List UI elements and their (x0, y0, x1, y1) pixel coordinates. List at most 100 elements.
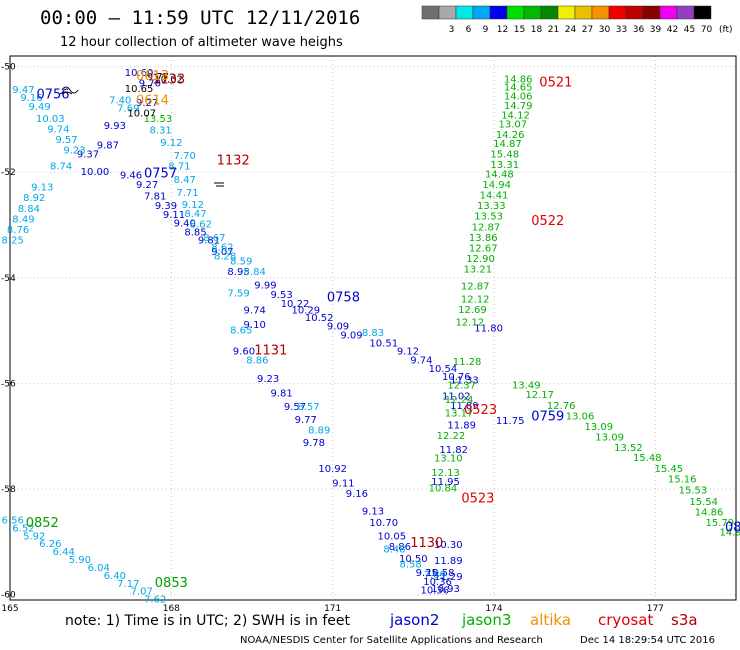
jason2-swh-value: 9.57 (284, 402, 306, 413)
legend-swatch (659, 5, 678, 20)
altika-swh-value: 5.92 (23, 531, 45, 542)
legend-swatch (642, 5, 661, 20)
plot-frame (9, 55, 737, 601)
jason2-swh-value: 9.12 (397, 346, 419, 357)
cryosat-swh-value: 10.07 (127, 109, 156, 120)
jason2-swh-value: 9.25 (416, 568, 438, 579)
jason2-swh-value: 9.10 (244, 320, 266, 331)
jason2-swh-value: 9.46 (120, 171, 142, 182)
jason3-swh-value: 13.33 (477, 201, 506, 212)
jason3-swh-value: 13.21 (464, 265, 493, 276)
time-label: 0614 (136, 94, 169, 109)
y-tick-label: -58 (1, 485, 16, 495)
jason3-swh-value: 14.06 (504, 91, 533, 102)
jason3-swh-value: 14.86 (695, 507, 724, 518)
legend-label: 15 (514, 25, 525, 35)
legend-swatch (540, 5, 559, 20)
time-label: 1130 (410, 536, 443, 551)
jason3-swh-value: 15.54 (689, 497, 718, 508)
altika-swh-value: 6.56 (2, 515, 24, 526)
legend-swatch (608, 5, 627, 20)
jason2-swh-value: 9.23 (257, 374, 279, 385)
time-label: 0523 (461, 491, 494, 506)
jason2-swh-value: 10.00 (81, 167, 110, 178)
altika-swh-value: 8.67 (203, 233, 225, 244)
time-label: 0521 (539, 76, 572, 91)
legend-swatch (693, 5, 712, 20)
legend-swatch (574, 5, 593, 20)
time-label: 0613 (136, 69, 169, 84)
jason3-swh-value: 14.87 (493, 139, 522, 150)
x-tick-label: 174 (485, 604, 502, 614)
altika-swh-value: 7.69 (117, 103, 139, 114)
jason2-swh-value: 10.05 (378, 531, 407, 542)
x-tick-label: 171 (324, 604, 341, 614)
altika-swh-value: 9.16 (20, 93, 42, 104)
legend-swatch (421, 5, 440, 20)
jason2-swh-value: 9.40 (174, 219, 196, 230)
swath-glyph-2 (214, 182, 224, 187)
jason2-swh-value: 10.50 (399, 554, 428, 565)
legend-swatch (489, 5, 508, 20)
altika-swh-value: 9.12 (182, 200, 204, 211)
jason2-swh-value: 10.93 (431, 584, 460, 595)
jason2-swh-value: 11.33 (450, 375, 479, 386)
y-tick-label: -50 (1, 63, 16, 73)
jason2-swh-value: 8.85 (184, 228, 206, 239)
legend-swatch (472, 5, 491, 20)
legend-unit: (ft) (719, 25, 733, 35)
jason2-swh-value: 9.78 (303, 438, 325, 449)
jason2-swh-value: 10.51 (369, 338, 398, 349)
legend-label: 9 (483, 25, 489, 35)
jason3-swh-value: 10.84 (429, 484, 458, 495)
legend-swatch (523, 5, 542, 20)
jason2-swh-value: 10.70 (369, 518, 398, 529)
jason2-swh-value: 8.86 (389, 542, 411, 553)
legend-swatch (625, 5, 644, 20)
altika-swh-value: 8.57 (297, 402, 319, 413)
jason3-swh-value: 12.13 (431, 468, 460, 479)
cryosat-swh-value: 10.65 (125, 84, 154, 95)
altika-swh-value: 8.47 (174, 175, 196, 186)
time-label: 1132 (217, 153, 250, 168)
altika-swh-value: 9.13 (31, 183, 53, 194)
jason2-swh-value: 7.81 (144, 192, 166, 203)
time-label: 0756 (36, 87, 69, 102)
jason2-swh-value: 10.92 (318, 464, 347, 475)
jason2-swh-value: 9.81 (198, 235, 220, 246)
jason2-swh-value: 9.07 (211, 247, 233, 258)
jason3-swh-value: 14.86 (504, 74, 533, 85)
altika-swh-value: 8.65 (230, 325, 252, 336)
legend-label: 30 (599, 25, 611, 35)
jason2-swh-value: 8.95 (227, 267, 249, 278)
altika-swh-value: 8.84 (244, 267, 266, 278)
jason2-swh-value: 10.52 (305, 313, 334, 324)
altika-swh-value: 9.47 (12, 85, 34, 96)
legend-label: 6 (466, 25, 472, 35)
jason2-swh-value: 10.36 (421, 586, 450, 597)
jason3-swh-value: 12.22 (437, 431, 466, 442)
jason2-swh-value: 9.09 (327, 322, 349, 333)
altika-swh-value: 8.74 (50, 162, 72, 173)
jason3-swh-value: 15.53 (679, 485, 708, 496)
jason3-swh-value: 13.06 (566, 411, 595, 422)
legend-swatch (591, 5, 610, 20)
altika-swh-value: 8.62 (211, 242, 233, 253)
altika-swh-value: 8.76 (7, 225, 29, 236)
satellite-name-altika: altika (530, 611, 571, 629)
jason3-swh-value: 14.79 (504, 101, 533, 112)
jason3-swh-value: 12.76 (547, 401, 576, 412)
time-label: 0522 (531, 214, 564, 229)
jason3-swh-value: 15.48 (633, 453, 662, 464)
legend-swatch (455, 5, 474, 20)
jason2-swh-value: 9.87 (97, 140, 119, 151)
axis-ticks: 165 168 171 174 177 -50 -52 -54 -56 -58 -60 (1, 63, 664, 614)
jason2-swh-value: 9.81 (270, 389, 292, 400)
legend-label: 45 (684, 25, 695, 35)
altika-swh-value: 8.86 (246, 355, 268, 366)
satellite-legend: jason2 jason3 altika cryosat s3a (389, 611, 698, 629)
altika-swh-value: 6.04 (88, 563, 110, 574)
time-label: 1131 (254, 343, 287, 358)
